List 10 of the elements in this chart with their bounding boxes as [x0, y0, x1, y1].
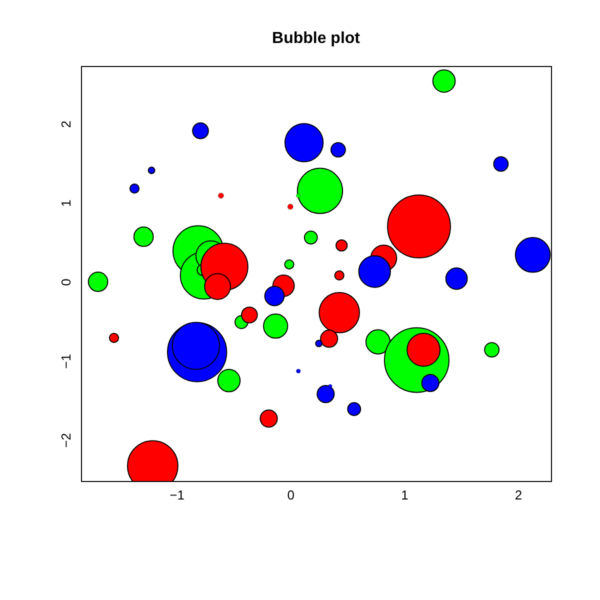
y-tick-label: 2 — [58, 120, 74, 128]
x-tick-label: −1 — [170, 488, 185, 502]
y-tick-label: −1 — [58, 354, 74, 369]
chart-title: Bubble plot — [272, 30, 361, 47]
x-tick-label: 2 — [514, 488, 522, 502]
x-tick-label: 1 — [401, 488, 408, 502]
y-tick-label: −2 — [58, 432, 74, 448]
y-tick-label: 0 — [58, 278, 74, 286]
y-tick-label: 1 — [58, 200, 74, 207]
x-tick-label: 0 — [287, 488, 295, 502]
